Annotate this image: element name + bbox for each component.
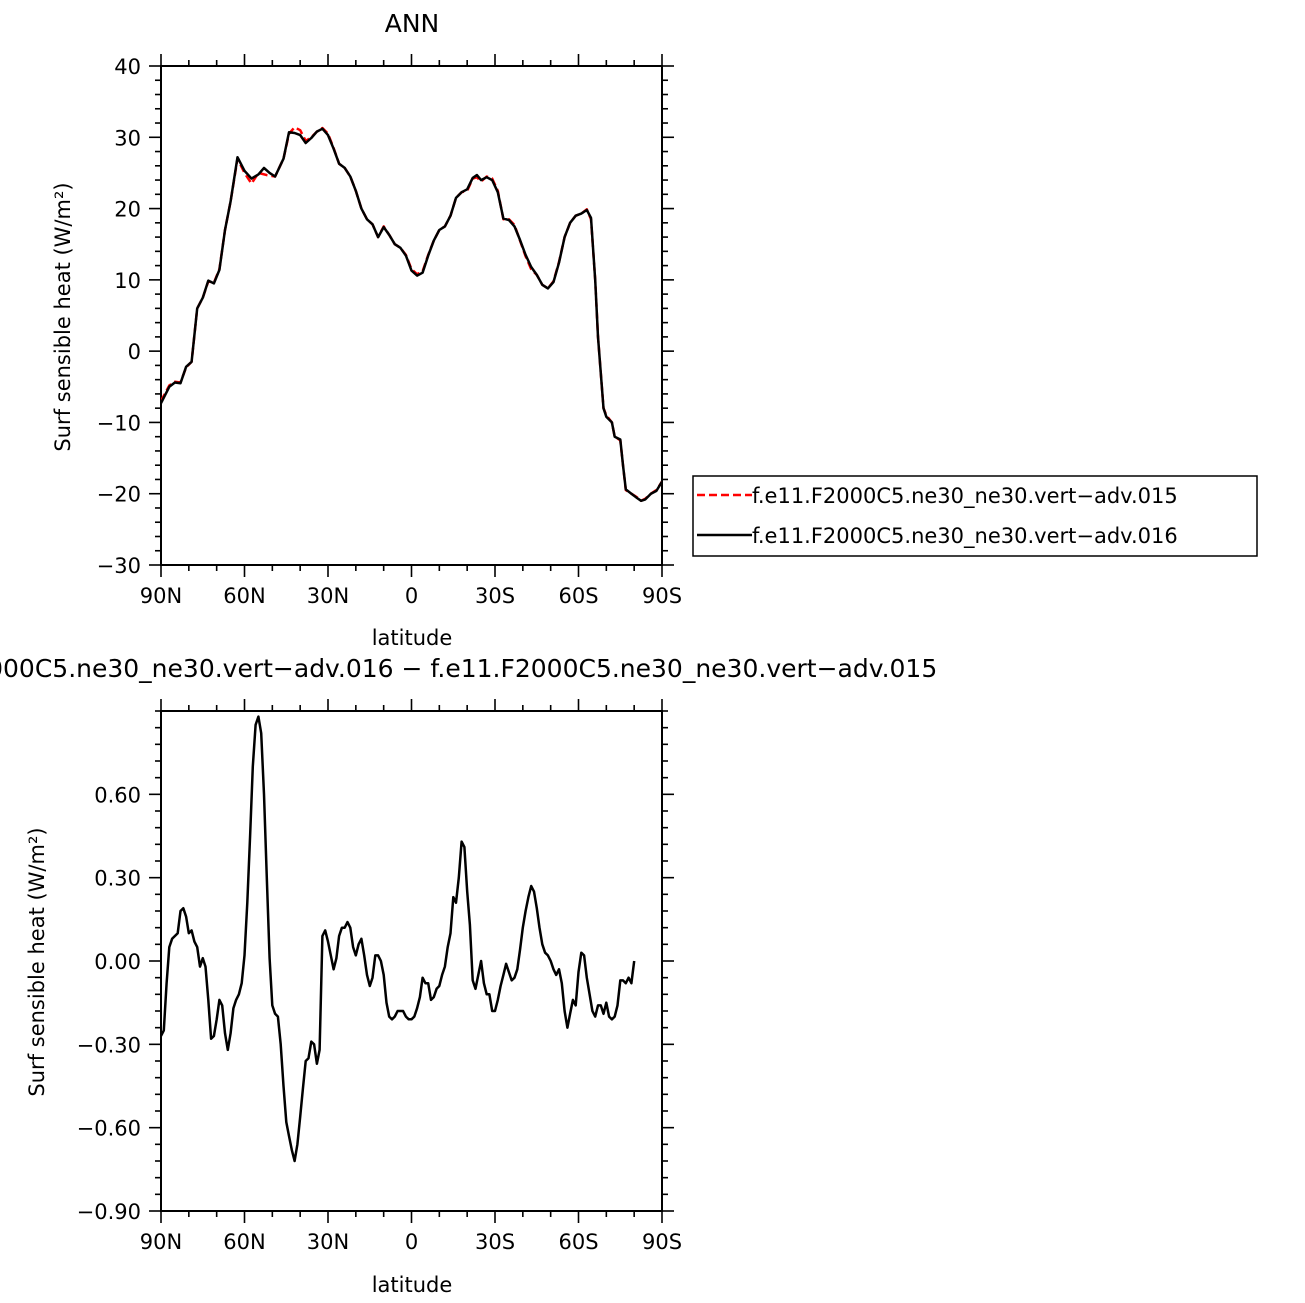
bottom-x-tick-label: 30N	[307, 1230, 349, 1254]
bottom-x-tick-label: 60S	[558, 1230, 598, 1254]
top-plot-frame	[160, 65, 663, 566]
bottom-x-tick-label: 90S	[642, 1230, 682, 1254]
bottom-y-tick-label: −0.60	[77, 1117, 141, 1141]
top-y-tick-label: 20	[114, 198, 141, 222]
top-y-tick-label: −20	[97, 483, 141, 507]
legend-label-015: f.e11.F2000C5.ne30_ne30.vert−adv.015	[752, 484, 1178, 509]
legend-box	[692, 475, 1258, 557]
bottom-plot-frame	[160, 710, 663, 1212]
top-y-tick-label: −10	[97, 411, 141, 435]
top-series-line-1	[161, 127, 662, 503]
legend: f.e11.F2000C5.ne30_ne30.vert−adv.015 f.e…	[692, 475, 1258, 557]
top-y-tick-label: −30	[97, 554, 141, 578]
top-x-tick-label: 90N	[140, 584, 182, 608]
top-y-tick-label: 0	[128, 340, 141, 364]
top-panel: ANN 90N 60N 30N 0 30S 60S 90S 40 30 20 10 0 −10 −20 −3…	[51, 9, 1258, 650]
bottom-y-tick-label: 0.00	[94, 950, 141, 974]
top-x-tick-label: 60S	[558, 584, 598, 608]
bottom-y-tick-label: 0.60	[94, 783, 141, 807]
legend-label-016: f.e11.F2000C5.ne30_ne30.vert−adv.016	[752, 524, 1178, 549]
top-x-tick-label: 60N	[223, 584, 265, 608]
bottom-y-tick-label: −0.30	[77, 1033, 141, 1057]
bottom-y-axis-label: Surf sensible heat (W/m²)	[25, 827, 49, 1096]
top-x-tick-label: 0	[405, 584, 418, 608]
bottom-chart-title: f.e11.F2000C5.ne30_ne30.vert−adv.016 − f…	[0, 654, 937, 683]
bottom-x-tick-label: 60N	[223, 1230, 265, 1254]
top-chart-title: ANN	[385, 9, 440, 38]
bottom-x-tick-label: 90N	[140, 1230, 182, 1254]
bottom-panel: f.e11.F2000C5.ne30_ne30.vert−adv.016 − f…	[0, 654, 937, 1297]
top-y-axis-label: Surf sensible heat (W/m²)	[51, 182, 75, 451]
top-series-line-0	[161, 126, 662, 503]
top-x-tick-label: 30S	[475, 584, 515, 608]
bottom-plot-area: 90N 60N 30N 0 30S 60S 90S 0.60 0.30 0.00 −0.30 −0.6…	[77, 699, 682, 1254]
top-x-tick-label: 30N	[307, 584, 349, 608]
top-x-tick-label: 90S	[642, 584, 682, 608]
bottom-y-tick-label: 0.30	[94, 867, 141, 891]
top-y-tick-label: 30	[114, 126, 141, 150]
bottom-x-axis-label: latitude	[372, 1273, 453, 1297]
top-x-axis-label: latitude	[372, 626, 453, 650]
bottom-x-tick-label: 0	[405, 1230, 418, 1254]
top-y-tick-label: 40	[114, 55, 141, 79]
top-y-tick-label: 10	[114, 269, 141, 293]
top-plot-area: 90N 60N 30N 0 30S 60S 90S 40 30 20 10 0 −10 −20 −30	[97, 54, 682, 608]
bottom-y-tick-label: −0.90	[77, 1200, 141, 1224]
bottom-series-line-0	[161, 715, 636, 1163]
bottom-x-tick-label: 30S	[475, 1230, 515, 1254]
